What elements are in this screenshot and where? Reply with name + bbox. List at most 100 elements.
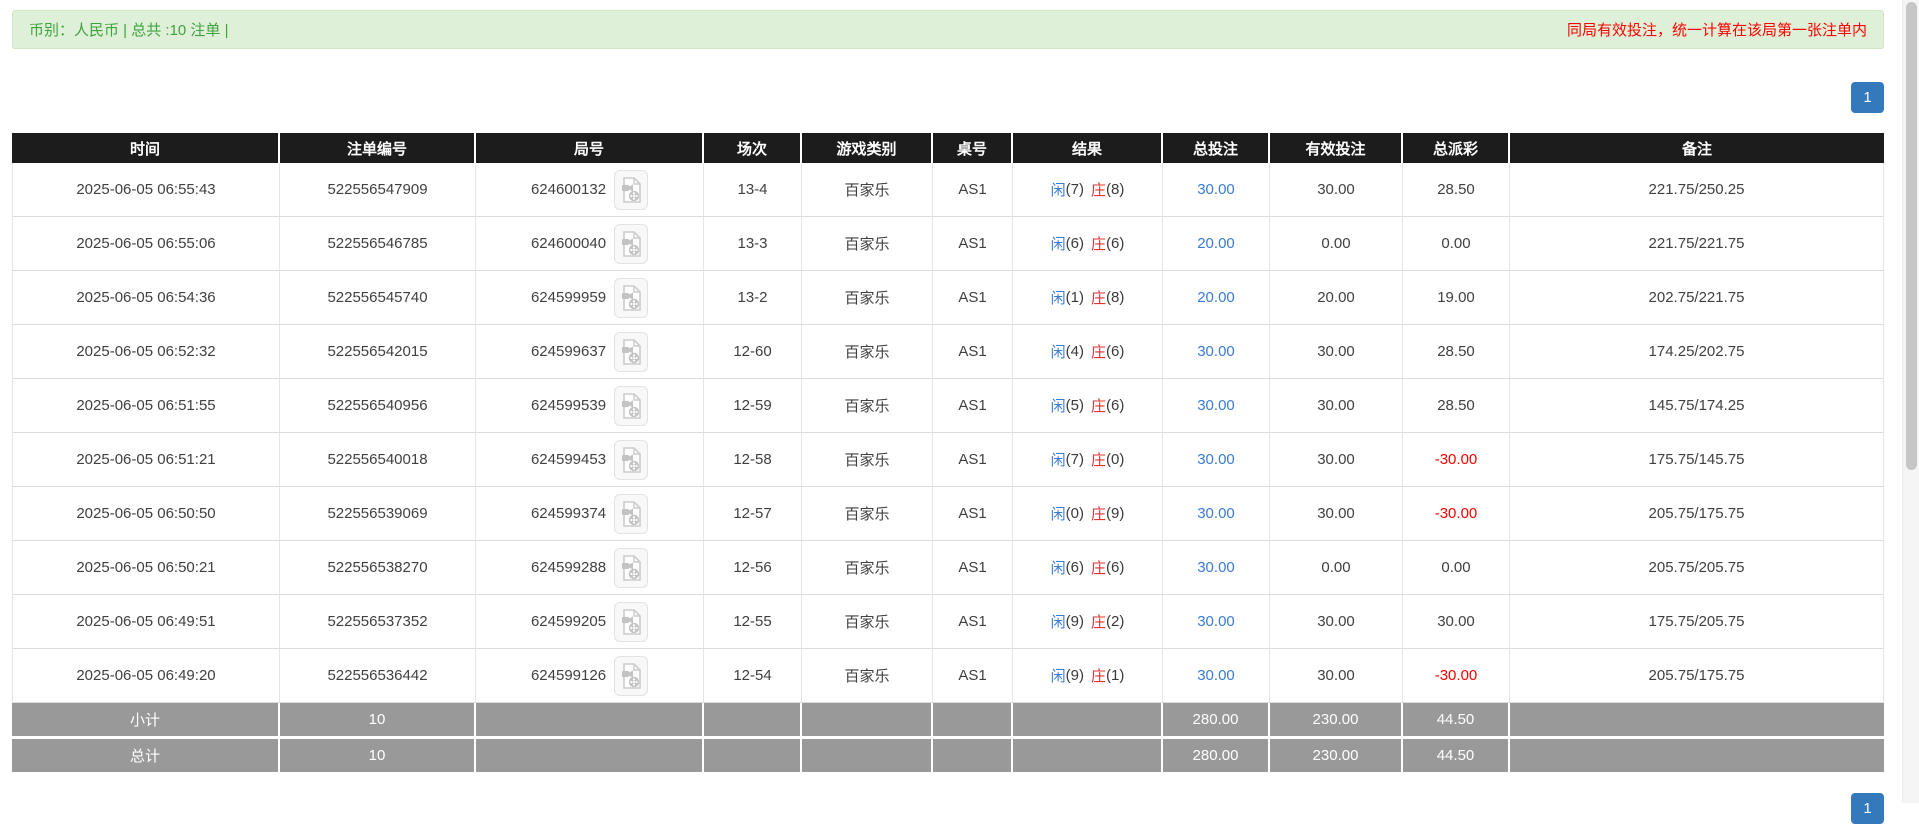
player-label: 闲 xyxy=(1050,668,1066,685)
cell-round: 624599288 xyxy=(476,541,704,595)
cell-remark: 174.25/202.75 xyxy=(1510,325,1884,379)
payout-value: 0.00 xyxy=(1441,559,1471,576)
subtotal-empty-cell xyxy=(704,703,802,736)
cell-game-type: 百家乐 xyxy=(802,649,933,703)
cell-bet-id: 522556540956 xyxy=(280,379,476,433)
cell-session: 12-60 xyxy=(704,325,802,379)
banker-label: 庄 xyxy=(1091,344,1107,361)
total-bet-link[interactable]: 30.00 xyxy=(1197,505,1235,522)
column-header-7: 总投注 xyxy=(1163,133,1270,163)
banker-points: (8) xyxy=(1106,289,1125,306)
pagination-page-1-button-bottom[interactable]: 1 xyxy=(1851,793,1884,824)
total-bet-link[interactable]: 30.00 xyxy=(1197,559,1235,576)
subtotal-empty-cell xyxy=(802,703,933,736)
video-file-icon xyxy=(622,554,641,581)
vertical-scrollbar[interactable] xyxy=(1902,0,1919,803)
video-replay-button[interactable] xyxy=(614,331,649,372)
table-row: 2025-06-05 06:51:55 522556540956 6245995… xyxy=(12,379,1884,433)
cell-time: 2025-06-05 06:55:06 xyxy=(12,217,280,271)
cell-result: 闲 (6) 庄 (6) xyxy=(1013,217,1163,271)
total-empty-cell xyxy=(933,739,1013,772)
total-bet-link[interactable]: 30.00 xyxy=(1197,181,1235,198)
video-file-icon xyxy=(622,500,641,527)
round-number: 624599453 xyxy=(530,451,607,468)
banker-label: 庄 xyxy=(1091,506,1107,523)
total-bet-link[interactable]: 30.00 xyxy=(1197,451,1235,468)
cell-payout: 30.00 xyxy=(1403,595,1510,649)
video-replay-button[interactable] xyxy=(614,655,649,696)
total-total-bet: 280.00 xyxy=(1163,739,1270,772)
column-header-2: 局号 xyxy=(476,133,704,163)
cell-total-bet: 30.00 xyxy=(1163,325,1270,379)
cell-total-bet: 30.00 xyxy=(1163,541,1270,595)
banker-points: (6) xyxy=(1106,559,1125,576)
total-label: 总计 xyxy=(12,739,280,772)
cell-valid-bet: 30.00 xyxy=(1270,379,1403,433)
player-label: 闲 xyxy=(1050,506,1066,523)
video-file-icon xyxy=(622,392,641,419)
subtotal-valid-bet: 230.00 xyxy=(1270,703,1403,736)
cell-bet-id: 522556538270 xyxy=(280,541,476,595)
total-bet-link[interactable]: 30.00 xyxy=(1197,613,1235,630)
total-bet-link[interactable]: 30.00 xyxy=(1197,667,1235,684)
total-bet-link[interactable]: 20.00 xyxy=(1197,235,1235,252)
cell-table-no: AS1 xyxy=(933,217,1013,271)
cell-total-bet: 30.00 xyxy=(1163,163,1270,217)
cell-session: 12-59 xyxy=(704,379,802,433)
total-bet-link[interactable]: 30.00 xyxy=(1197,343,1235,360)
grand-total-row: 总计 10 280.00 230.00 44.50 xyxy=(12,739,1884,772)
cell-game-type: 百家乐 xyxy=(802,433,933,487)
cell-game-type: 百家乐 xyxy=(802,487,933,541)
cell-game-type: 百家乐 xyxy=(802,541,933,595)
cell-total-bet: 20.00 xyxy=(1163,217,1270,271)
video-file-icon xyxy=(622,176,641,203)
cell-round: 624599374 xyxy=(476,487,704,541)
round-number: 624599126 xyxy=(530,667,607,684)
video-replay-button[interactable] xyxy=(614,385,649,426)
cell-round: 624599126 xyxy=(476,649,704,703)
video-replay-button[interactable] xyxy=(614,169,649,210)
total-empty-cell xyxy=(1013,739,1163,772)
video-replay-button[interactable] xyxy=(614,223,649,264)
total-valid-bet: 230.00 xyxy=(1270,739,1403,772)
banker-label: 庄 xyxy=(1091,614,1107,631)
column-header-6: 结果 xyxy=(1013,133,1163,163)
column-header-9: 总派彩 xyxy=(1403,133,1510,163)
video-replay-button[interactable] xyxy=(614,493,649,534)
cell-valid-bet: 20.00 xyxy=(1270,271,1403,325)
total-bet-link[interactable]: 30.00 xyxy=(1197,397,1235,414)
cell-result: 闲 (4) 庄 (6) xyxy=(1013,325,1163,379)
cell-table-no: AS1 xyxy=(933,163,1013,217)
player-points: (6) xyxy=(1065,235,1084,252)
round-number: 624600132 xyxy=(530,181,607,198)
player-points: (1) xyxy=(1065,289,1084,306)
cell-time: 2025-06-05 06:55:43 xyxy=(12,163,280,217)
video-file-icon xyxy=(622,338,641,365)
banker-label: 庄 xyxy=(1091,452,1107,469)
cell-bet-id: 522556547909 xyxy=(280,163,476,217)
cell-valid-bet: 30.00 xyxy=(1270,325,1403,379)
column-header-8: 有效投注 xyxy=(1270,133,1403,163)
subtotal-label: 小计 xyxy=(12,703,280,736)
pagination-page-1-button[interactable]: 1 xyxy=(1851,82,1884,113)
total-bet-link[interactable]: 20.00 xyxy=(1197,289,1235,306)
video-replay-button[interactable] xyxy=(614,601,649,642)
cell-game-type: 百家乐 xyxy=(802,217,933,271)
cell-session: 13-3 xyxy=(704,217,802,271)
video-file-icon xyxy=(622,608,641,635)
cell-valid-bet: 30.00 xyxy=(1270,163,1403,217)
table-row: 2025-06-05 06:51:21 522556540018 6245994… xyxy=(12,433,1884,487)
cell-game-type: 百家乐 xyxy=(802,325,933,379)
column-header-4: 游戏类别 xyxy=(802,133,933,163)
video-replay-button[interactable] xyxy=(614,547,649,588)
table-row: 2025-06-05 06:52:32 522556542015 6245996… xyxy=(12,325,1884,379)
cell-table-no: AS1 xyxy=(933,271,1013,325)
cell-total-bet: 30.00 xyxy=(1163,433,1270,487)
video-replay-button[interactable] xyxy=(614,439,649,480)
video-replay-button[interactable] xyxy=(614,277,649,318)
scrollbar-thumb[interactable] xyxy=(1906,2,1917,470)
subtotal-row: 小计 10 280.00 230.00 44.50 xyxy=(12,703,1884,736)
table-row: 2025-06-05 06:55:06 522556546785 6246000… xyxy=(12,217,1884,271)
cell-remark: 202.75/221.75 xyxy=(1510,271,1884,325)
cell-bet-id: 522556542015 xyxy=(280,325,476,379)
